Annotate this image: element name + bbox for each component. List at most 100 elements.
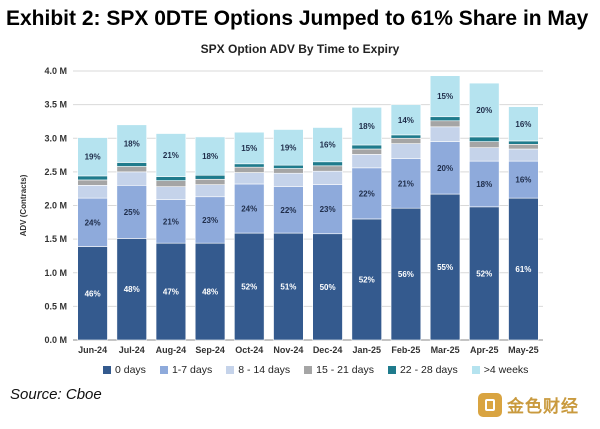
bar-segment — [155, 199, 187, 244]
legend-item: 0 days — [103, 364, 146, 376]
bar-segment — [194, 196, 226, 244]
legend-item: 15 - 21 days — [304, 364, 374, 376]
bar-segment — [508, 106, 539, 142]
bar-segment — [429, 120, 461, 128]
data-label: 25% — [124, 208, 140, 217]
bar-segment — [508, 148, 539, 162]
bar-segment — [312, 233, 343, 341]
watermark-logo-icon — [478, 392, 502, 417]
legend-item: 22 - 28 days — [387, 364, 458, 376]
bar-segment — [155, 242, 187, 341]
legend-swatch — [226, 366, 235, 374]
y-tick-label: 0.0 M — [44, 335, 67, 345]
legend-swatch — [159, 366, 168, 374]
bar-segment — [116, 171, 147, 186]
data-label: 23% — [320, 205, 336, 214]
bar-segment — [273, 186, 304, 234]
bar-segment — [77, 179, 108, 186]
bar-segment — [312, 165, 343, 172]
x-tick-label: Aug-24 — [156, 345, 187, 355]
legend-item: 1-7 days — [159, 364, 212, 376]
y-tick-label: 3.0 M — [44, 133, 67, 143]
bar-segment — [194, 174, 226, 180]
bar-segment — [429, 75, 461, 118]
bar-segment — [469, 136, 500, 142]
data-label: 52% — [241, 283, 257, 292]
bar-segment — [390, 137, 422, 144]
bar-segment — [351, 144, 382, 150]
bar-segment — [508, 140, 539, 145]
y-tick-label: 3.5 M — [44, 100, 67, 110]
x-tick-label: Feb-25 — [391, 345, 420, 355]
bar-segment — [469, 160, 500, 208]
data-label: 18% — [202, 152, 218, 161]
data-label: 24% — [85, 218, 101, 227]
data-label: 15% — [437, 92, 453, 101]
bar-segment — [508, 160, 539, 199]
bar-segment — [390, 158, 422, 209]
bar-segment — [155, 176, 187, 181]
legend-swatch — [304, 366, 313, 374]
data-label: 20% — [476, 106, 492, 115]
bar-segment — [273, 172, 304, 187]
bar-segment — [77, 246, 108, 341]
data-label: 52% — [476, 269, 492, 278]
data-label: 16% — [320, 141, 336, 150]
x-tick-label: Jun-24 — [78, 345, 107, 355]
data-label: 22% — [280, 206, 296, 215]
y-tick-label: 2.5 M — [44, 167, 67, 177]
legend-swatch — [387, 366, 396, 374]
bar-segment — [390, 104, 422, 136]
data-label: 24% — [241, 205, 257, 214]
data-label: 56% — [398, 270, 414, 279]
bar-segment — [155, 180, 187, 187]
chart-legend: 0 days 1-7 days 8 - 14 days 15 - 21 days 22 … — [103, 364, 528, 376]
legend-item: 8 - 14 days — [226, 364, 290, 376]
bar-segment — [351, 154, 382, 169]
legend-label: 8 - 14 days — [238, 364, 291, 376]
bar-segment — [273, 232, 304, 341]
source-note: Source: Cboe — [10, 386, 102, 403]
y-tick-label: 0.5 M — [44, 301, 67, 311]
legend-swatch — [471, 366, 480, 374]
bar-segment — [429, 141, 461, 195]
bar-segment — [390, 143, 422, 159]
x-tick-label: Jan-25 — [352, 345, 381, 355]
bar-segment — [351, 107, 382, 146]
legend-label: 22 - 28 days — [399, 364, 458, 376]
bar-segment — [469, 141, 500, 148]
y-tick-label: 2.0 M — [44, 201, 67, 211]
x-tick-label: Nov-24 — [273, 345, 303, 355]
bar-segment — [312, 170, 343, 185]
bar-segment — [351, 167, 382, 220]
x-tick-label: May-25 — [508, 345, 539, 355]
data-label: 46% — [85, 289, 101, 298]
bar-segment — [116, 238, 147, 341]
y-tick-label: 4.0 M — [44, 66, 67, 76]
data-label: 16% — [515, 120, 531, 129]
bar-segment — [194, 178, 226, 185]
bar-segment — [77, 197, 108, 247]
bar-segment — [77, 137, 108, 177]
data-label: 18% — [359, 122, 375, 131]
bar-segment — [312, 161, 343, 167]
data-label: 61% — [515, 265, 531, 274]
legend-label: 0 days — [115, 364, 146, 376]
bar-segment — [273, 129, 304, 166]
bar-segment — [429, 116, 461, 122]
x-tick-label: Oct-24 — [235, 345, 263, 355]
data-label: 22% — [359, 189, 375, 198]
bar-segment — [77, 185, 108, 199]
bar-segment — [429, 126, 461, 142]
data-label: 21% — [163, 217, 179, 226]
data-label: 21% — [163, 151, 179, 160]
bar-segment — [155, 133, 187, 177]
data-label: 20% — [437, 164, 453, 173]
data-label: 18% — [476, 180, 492, 189]
bar-segment — [469, 147, 500, 162]
bar-segment — [273, 164, 304, 169]
bar-segment — [469, 82, 500, 138]
data-label: 19% — [85, 153, 101, 162]
watermark-text: 金色财经 — [507, 397, 579, 416]
bar-segment — [312, 184, 343, 235]
